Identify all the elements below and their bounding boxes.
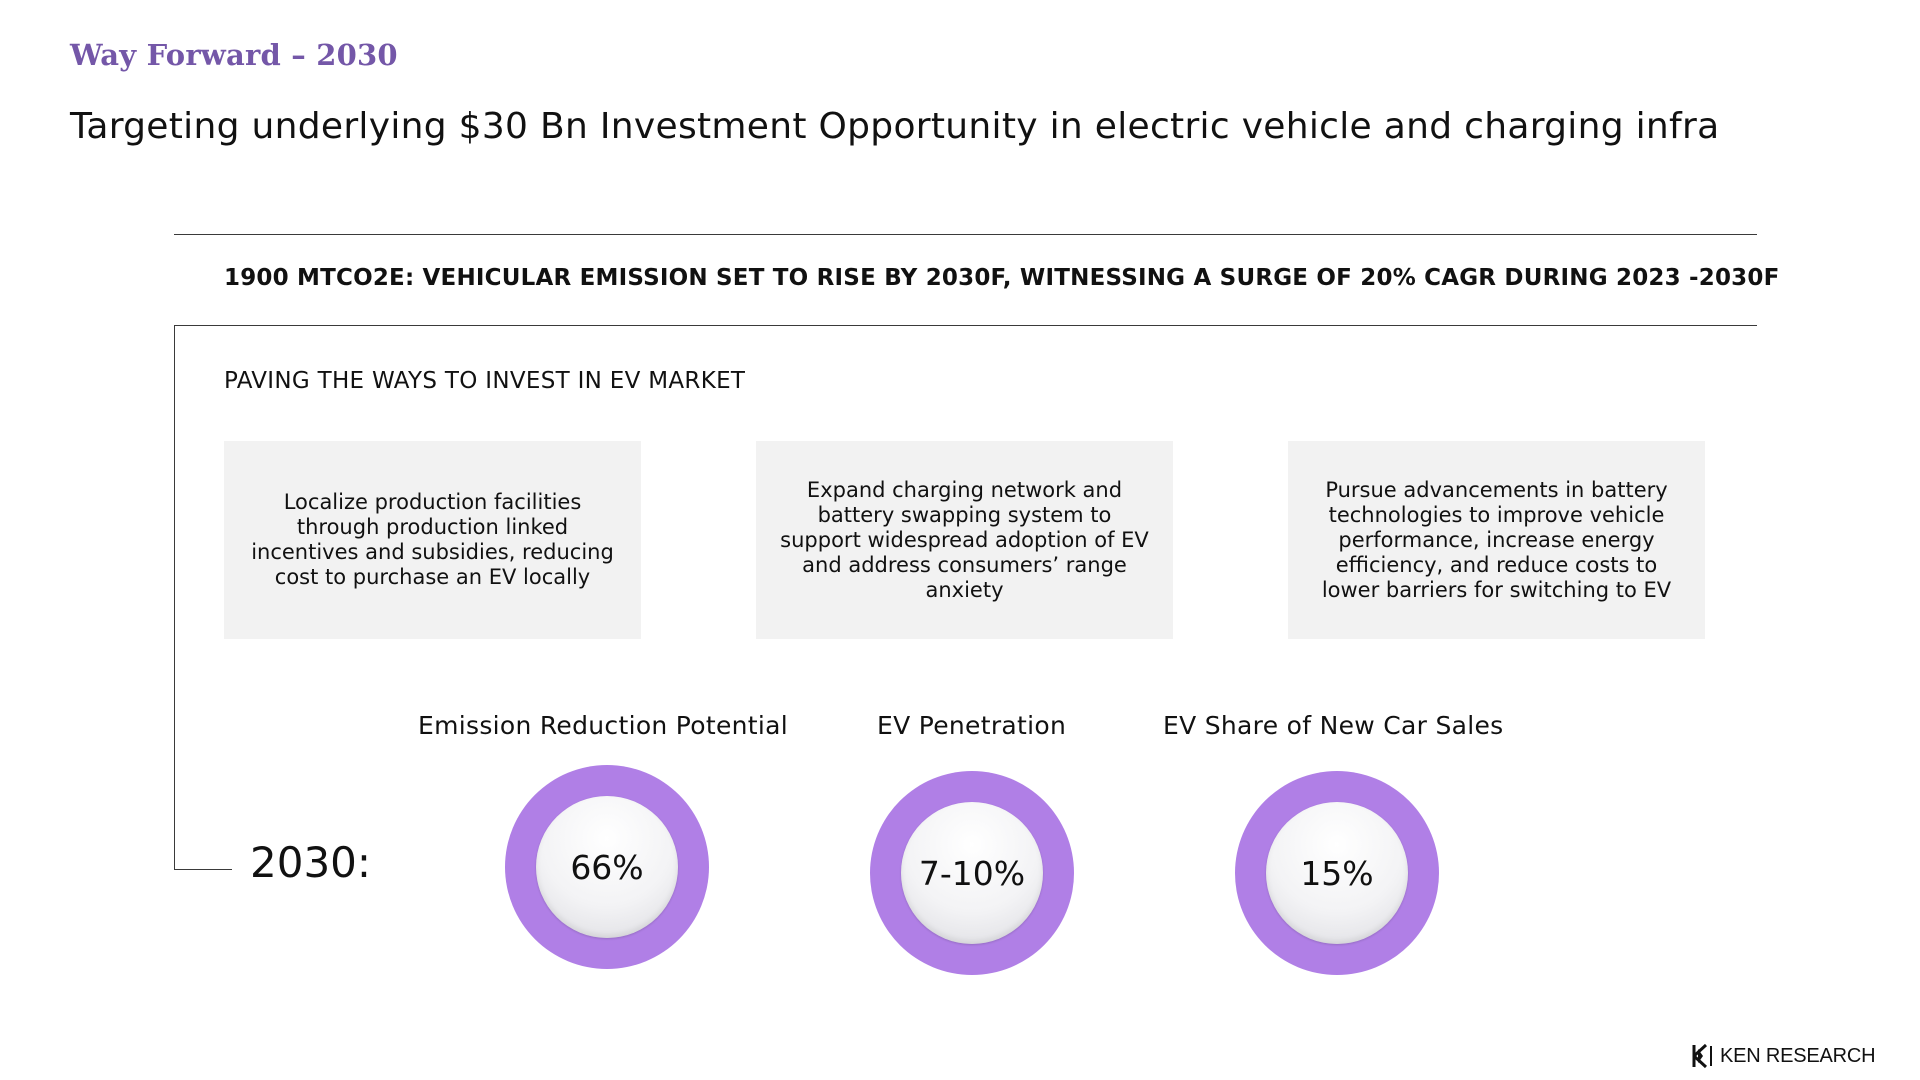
logo-text: KEN RESEARCH [1720, 1044, 1876, 1067]
strategy-card-charging-network: Expand charging network and battery swap… [756, 441, 1173, 639]
donut-ev-penetration: 7-10% [870, 771, 1074, 975]
metric-value: 15% [1300, 853, 1374, 893]
strategy-card-localize-production: Localize production facilities through p… [224, 441, 641, 639]
metric-label-ev-share: EV Share of New Car Sales [1163, 711, 1504, 740]
section-title: Way Forward – 2030 [70, 38, 398, 72]
page-title: Targeting underlying $30 Bn Investment O… [70, 106, 1720, 147]
year-label: 2030: [250, 838, 372, 887]
ken-research-logo-icon [1692, 1043, 1712, 1069]
donut-center: 15% [1266, 802, 1408, 944]
strategy-card-text: Pursue advancements in battery technolog… [1321, 477, 1672, 602]
section-subheading: PAVING THE WAYS TO INVEST IN EV MARKET [224, 368, 746, 394]
metric-label-emission-reduction: Emission Reduction Potential [418, 711, 789, 740]
bracket-vertical-line [174, 325, 175, 869]
donut-ev-share: 15% [1235, 771, 1439, 975]
headline: 1900 MTCO2E: VEHICULAR EMISSION SET TO R… [224, 265, 1780, 291]
strategy-card-text: Localize production facilities through p… [251, 490, 614, 589]
metric-value: 7-10% [918, 853, 1026, 893]
strategy-card-text: Expand charging network and battery swap… [780, 477, 1149, 602]
strategy-card-battery-tech: Pursue advancements in battery technolog… [1288, 441, 1705, 639]
top-divider [174, 234, 1757, 235]
middle-divider [174, 325, 1757, 326]
metric-value: 66% [570, 847, 644, 887]
donut-center: 7-10% [901, 802, 1043, 944]
ken-research-logo: KEN RESEARCH [1690, 1043, 1876, 1069]
donut-center: 66% [536, 796, 678, 938]
bracket-horizontal-line [174, 869, 232, 870]
donut-emission-reduction: 66% [505, 765, 709, 969]
metric-label-ev-penetration: EV Penetration [877, 711, 1067, 740]
